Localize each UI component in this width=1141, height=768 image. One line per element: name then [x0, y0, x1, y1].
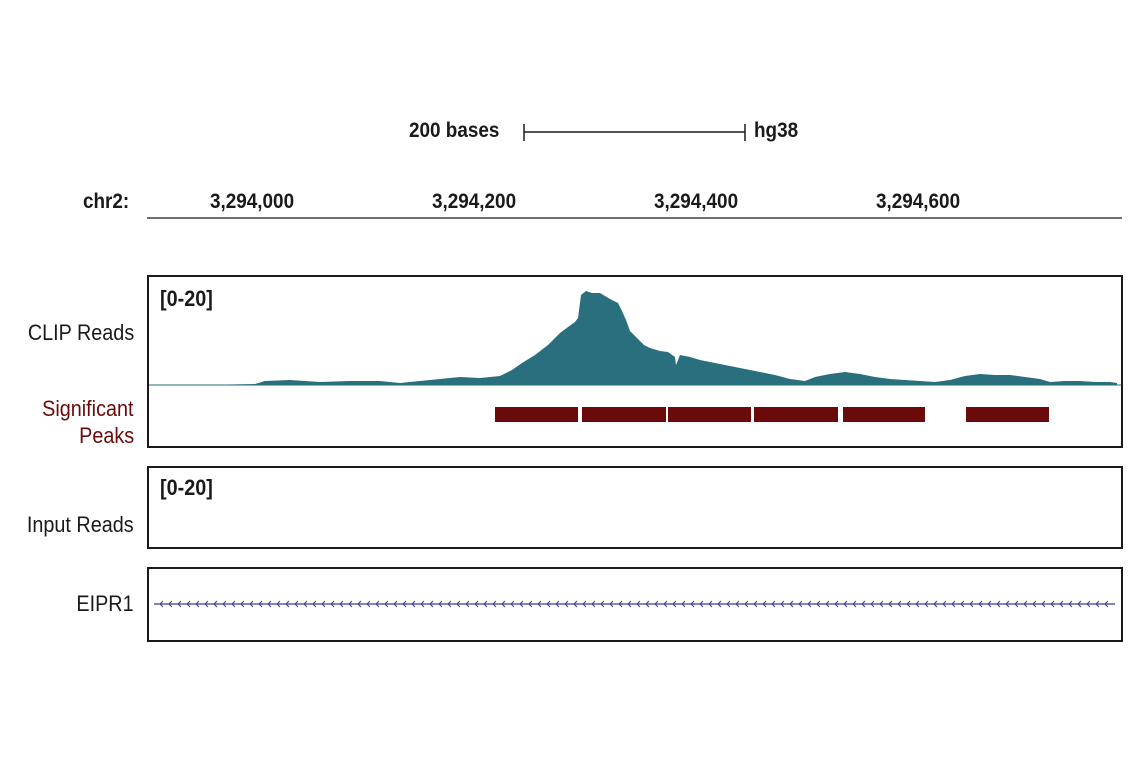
- clip-range-label: [0-20]: [160, 286, 213, 311]
- ruler-tick-label: 3,294,200: [432, 190, 517, 213]
- ruler-tick-label: 3,294,600: [876, 190, 961, 213]
- chrom-label: chr2:: [83, 190, 130, 213]
- assembly-label: hg38: [754, 119, 799, 142]
- input-track-label: Input Reads: [27, 512, 134, 537]
- ruler-tick-label: 3,294,400: [654, 190, 739, 213]
- clip-track-label: CLIP Reads: [27, 320, 134, 345]
- gene-track-label: EIPR1: [76, 591, 134, 616]
- gene-track-panel: [147, 567, 1123, 642]
- scale-bar-label: 200 bases: [409, 119, 500, 142]
- peaks-track-label-2: Peaks: [78, 423, 134, 448]
- peaks-track-label-1: Significant: [42, 396, 134, 421]
- ruler-tick-label: 3,294,000: [210, 190, 295, 213]
- input-range-label: [0-20]: [160, 475, 213, 500]
- clip-track-panel: [147, 275, 1123, 448]
- input-track-panel: [147, 466, 1123, 549]
